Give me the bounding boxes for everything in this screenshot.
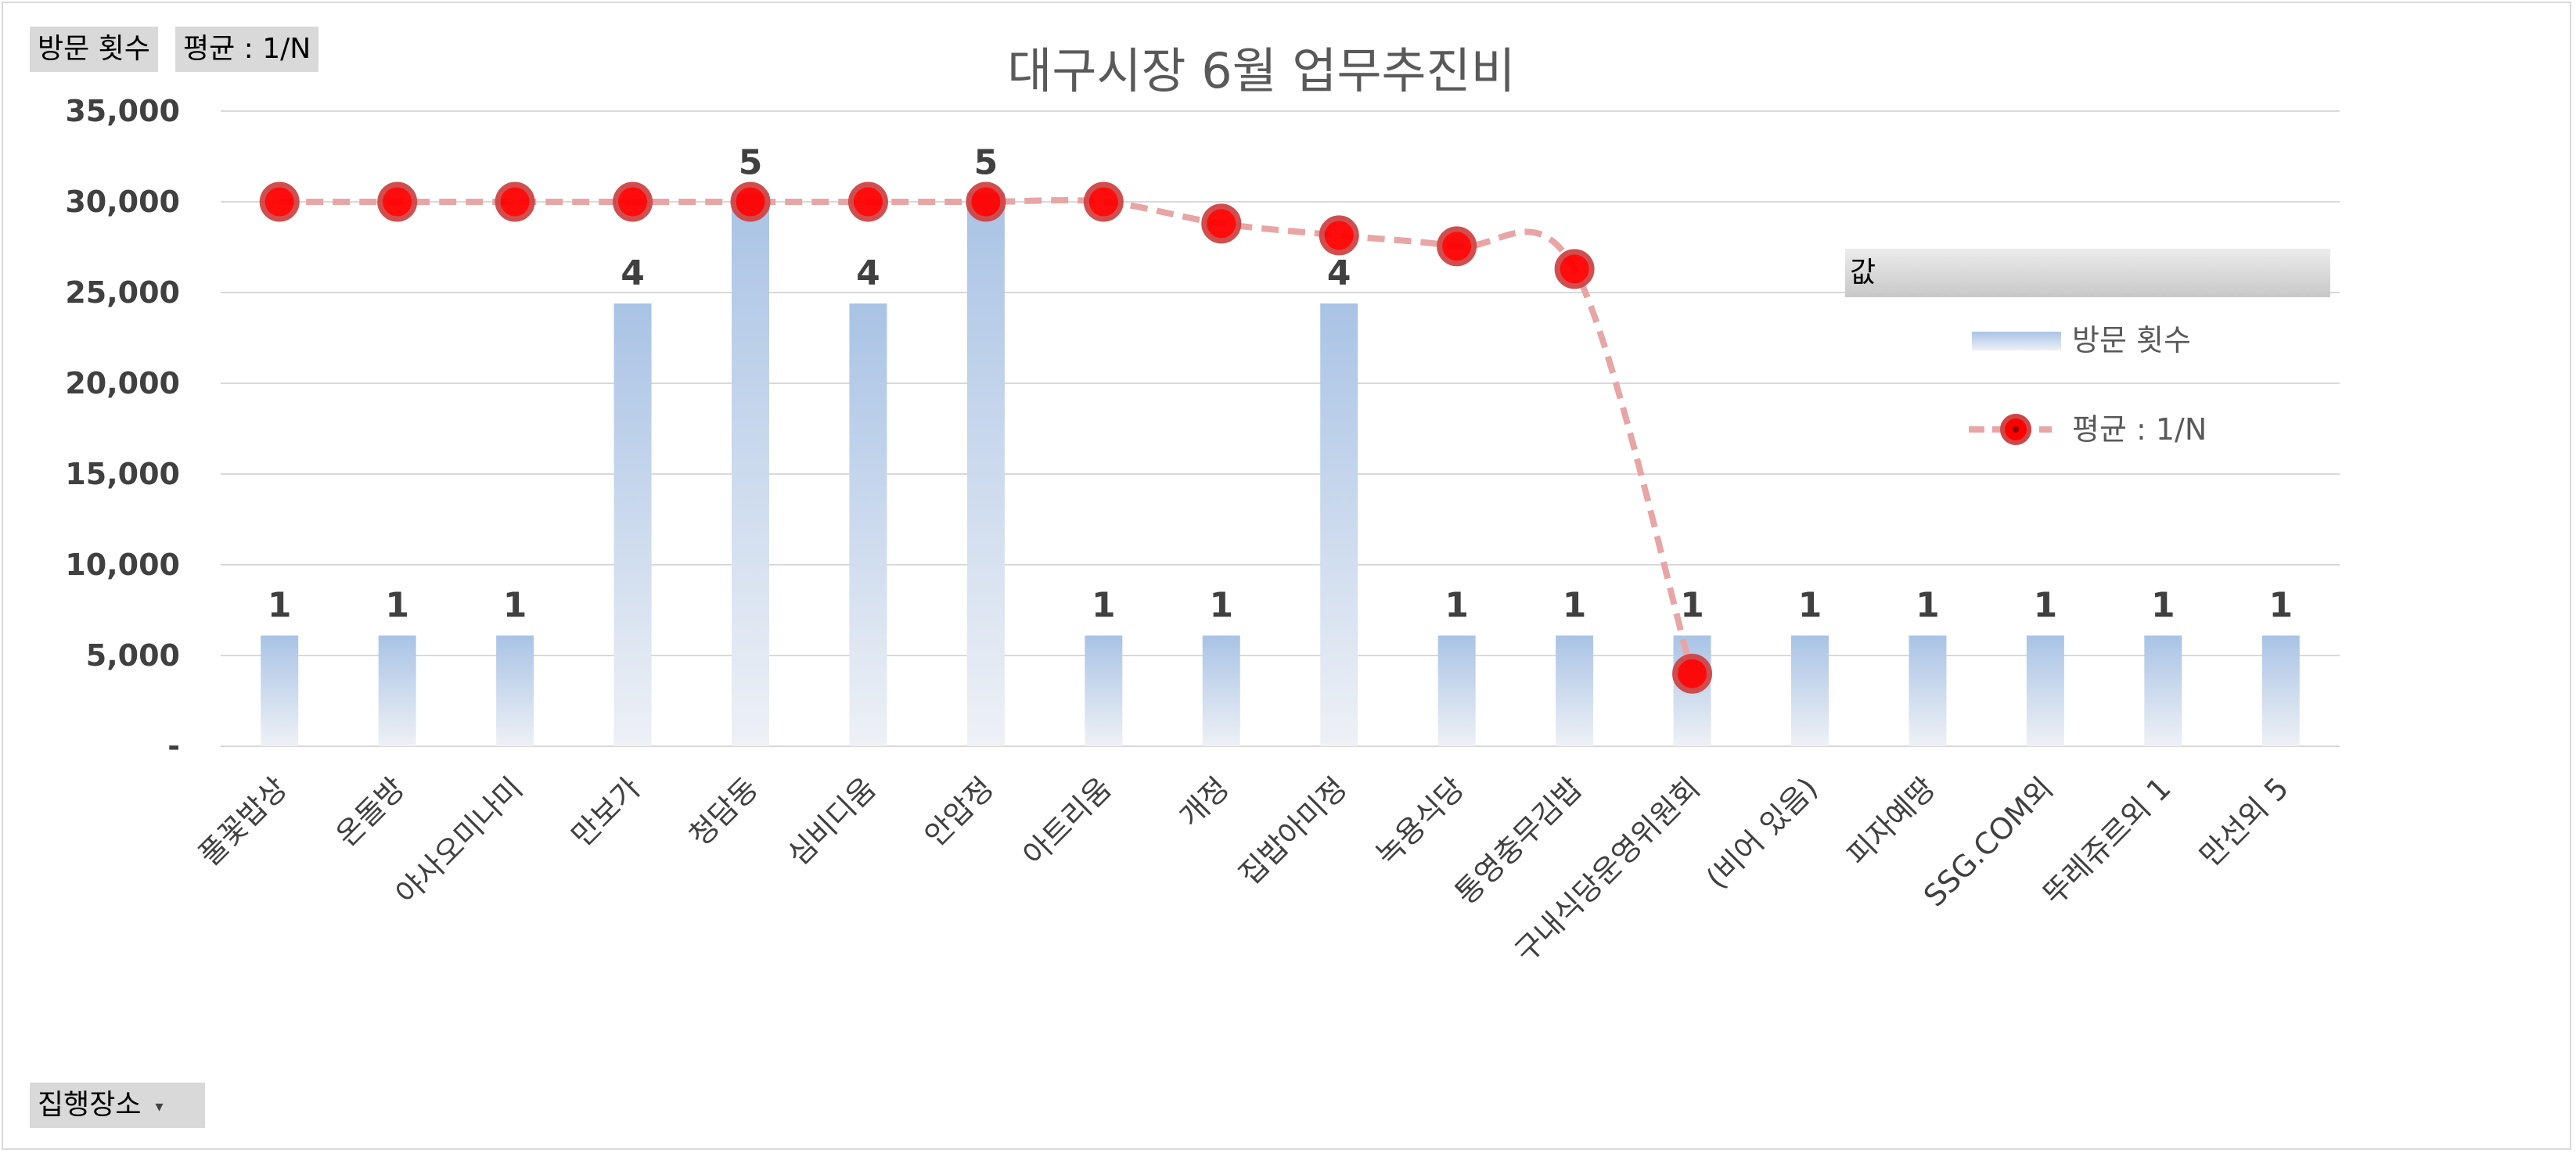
line-marker <box>1083 181 1124 222</box>
y-tick-label: 30,000 <box>65 185 180 219</box>
x-tick-label: 만선외 5 <box>2193 770 2295 873</box>
x-tick-label: 온돌방 <box>329 770 412 853</box>
x-tick-label: 청담동 <box>682 770 765 853</box>
bar-data-label: 4 <box>1327 253 1351 293</box>
bar <box>613 303 652 746</box>
place-filter-label: 집행장소 <box>38 1089 142 1121</box>
x-tick-label: 만보가 <box>565 770 647 853</box>
y-tick-label: 25,000 <box>65 275 180 310</box>
y-tick-label: 15,000 <box>65 457 180 491</box>
x-tick-label: 안압정 <box>918 770 1000 853</box>
legend-line-marker-dot <box>2013 426 2019 433</box>
bar-data-label: 1 <box>1445 585 1469 625</box>
legend-line-label: 평균 : 1/N <box>2072 412 2207 447</box>
line-marker <box>1437 226 1477 267</box>
chart-title: 대구시장 6월 업무추진비 <box>1007 42 1515 99</box>
bar-data-label: 1 <box>1798 585 1822 625</box>
bar <box>1202 635 1240 746</box>
line-series <box>259 181 1713 694</box>
bar-data-label: 1 <box>1209 585 1233 625</box>
average-field-button[interactable]: 평균 : 1/N <box>175 27 319 72</box>
bar-data-label: 1 <box>2151 585 2175 625</box>
line-marker <box>1554 249 1595 289</box>
line-marker <box>966 181 1006 222</box>
line-marker <box>730 181 771 222</box>
bar <box>966 192 1005 746</box>
line-marker <box>1201 203 1242 244</box>
x-tick-label: 피자예땅 <box>1840 770 1942 872</box>
bar-data-label: 1 <box>1092 585 1116 625</box>
x-tick-label: 야사오미나미 <box>389 770 529 911</box>
bar <box>496 635 534 746</box>
bar-series <box>261 192 2300 746</box>
bar-data-label: 1 <box>385 585 409 625</box>
x-tick-label: 집밥아미정 <box>1232 770 1354 892</box>
visits-field-label: 방문 횟수 <box>38 33 150 65</box>
bar-data-label: 4 <box>621 253 645 293</box>
line-marker <box>847 181 888 222</box>
legend: 방문 횟수 평균 : 1/N <box>1969 323 2207 447</box>
line-marker <box>613 181 653 222</box>
bar <box>2144 635 2182 746</box>
bar-data-label: 1 <box>268 585 292 625</box>
line-marker <box>495 181 535 222</box>
line-marker <box>259 181 300 222</box>
bar-data-labels: 1 1 1 4 5 4 5 1 1 4 1 1 1 1 1 1 1 1 <box>268 142 2293 625</box>
legend-bar-swatch <box>1972 332 2061 350</box>
line-marker <box>1672 653 1713 694</box>
bar <box>1791 635 1829 746</box>
visits-field-button[interactable]: 방문 횟수 <box>30 27 158 72</box>
bar <box>378 635 416 746</box>
x-tick-label: 심비디움 <box>781 770 883 872</box>
bar <box>1320 303 1358 746</box>
x-tick-label: 개정 <box>1173 770 1236 834</box>
bar <box>1556 635 1594 746</box>
bar <box>261 635 299 746</box>
bar-data-label: 1 <box>2034 585 2058 625</box>
bar <box>732 192 769 746</box>
dropdown-arrow-icon: ▾ <box>155 1097 164 1115</box>
bar-data-label: 5 <box>739 142 763 182</box>
line-marker <box>1319 215 1359 256</box>
bar-data-label: 5 <box>974 142 998 182</box>
legend-bar-label: 방문 횟수 <box>2072 323 2191 357</box>
y-axis: - 5,000 10,000 15,000 20,000 25,000 30,000 35,0… <box>65 94 180 763</box>
y-tick-label: 10,000 <box>65 548 180 582</box>
bar <box>2261 635 2300 746</box>
y-tick-label: 5,000 <box>86 638 180 673</box>
y-tick-label: - <box>167 729 180 763</box>
bar <box>849 303 887 746</box>
bar-data-label: 4 <box>856 253 880 293</box>
bar-data-label: 1 <box>1680 585 1704 625</box>
y-tick-label: 20,000 <box>65 366 180 400</box>
bar <box>1909 635 1947 746</box>
bar-data-label: 1 <box>1563 585 1587 625</box>
bar-data-label: 1 <box>503 585 527 625</box>
bar <box>1085 635 1123 746</box>
x-tick-label: 뚜레쥬르외 1 <box>2036 770 2177 911</box>
x-tick-label: 아트리움 <box>1016 770 1118 872</box>
bar-data-label: 1 <box>1916 585 1940 625</box>
x-tick-label: (비어 있음) <box>1700 770 1825 896</box>
bar-data-label: 1 <box>2268 585 2293 625</box>
y-tick-label: 35,000 <box>65 94 180 128</box>
place-filter-button[interactable]: 집행장소 ▾ <box>30 1083 205 1128</box>
x-tick-label: 풀꽃밥상 <box>192 770 294 872</box>
bar <box>2026 635 2064 746</box>
bar <box>1437 635 1476 746</box>
line-marker <box>377 181 418 222</box>
legend-header: 값 <box>1845 249 2330 297</box>
gridlines <box>221 110 2340 747</box>
average-field-label: 평균 : 1/N <box>183 33 311 65</box>
x-tick-label: 녹용식당 <box>1369 770 1471 872</box>
